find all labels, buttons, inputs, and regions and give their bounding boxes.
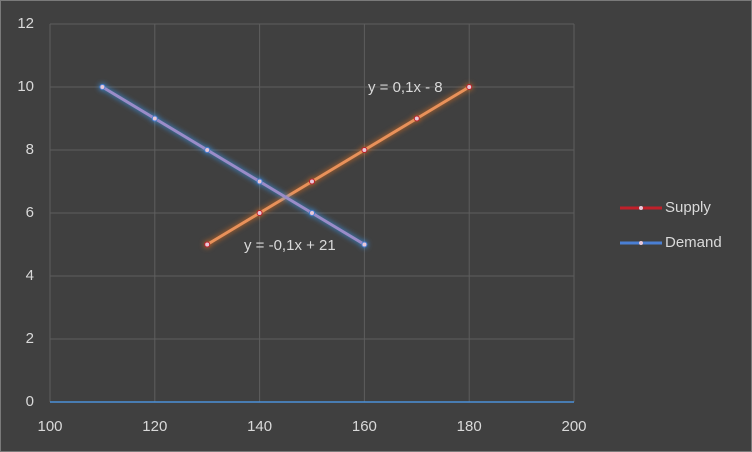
point [361,241,368,248]
series-line [101,85,366,246]
point [361,147,368,153]
legend-marker [639,241,643,245]
x-tick-label: 180 [457,418,482,435]
point [466,84,473,90]
x-tick-label: 100 [37,418,62,435]
y-tick-label: 2 [26,330,34,347]
x-tick-label: 200 [561,418,586,435]
series [99,84,368,248]
point [413,115,420,122]
legend-marker [639,206,643,210]
x-tick-label: 160 [352,418,377,435]
y-tick-label: 8 [26,141,34,158]
series-line [206,85,470,246]
point [309,210,315,216]
point [309,178,315,185]
y-tick-label: 0 [26,393,34,410]
legend-label: Supply [665,199,711,216]
x-tick-label: 140 [247,418,272,435]
point [256,210,263,216]
point [151,115,158,122]
legend-label: Demand [665,234,722,251]
point [256,178,263,185]
y-tick-label: 4 [26,267,34,284]
y-tick-label: 12 [17,15,34,32]
annotation: y = -0,1x + 21 [244,237,336,254]
y-tick-label: 10 [17,78,34,95]
y-tick-label: 6 [26,204,34,221]
annotation: y = 0,1x - 8 [368,79,443,96]
point [204,147,211,153]
series [204,84,473,248]
x-tick-label: 120 [142,418,167,435]
point [204,241,211,248]
point [99,84,106,90]
